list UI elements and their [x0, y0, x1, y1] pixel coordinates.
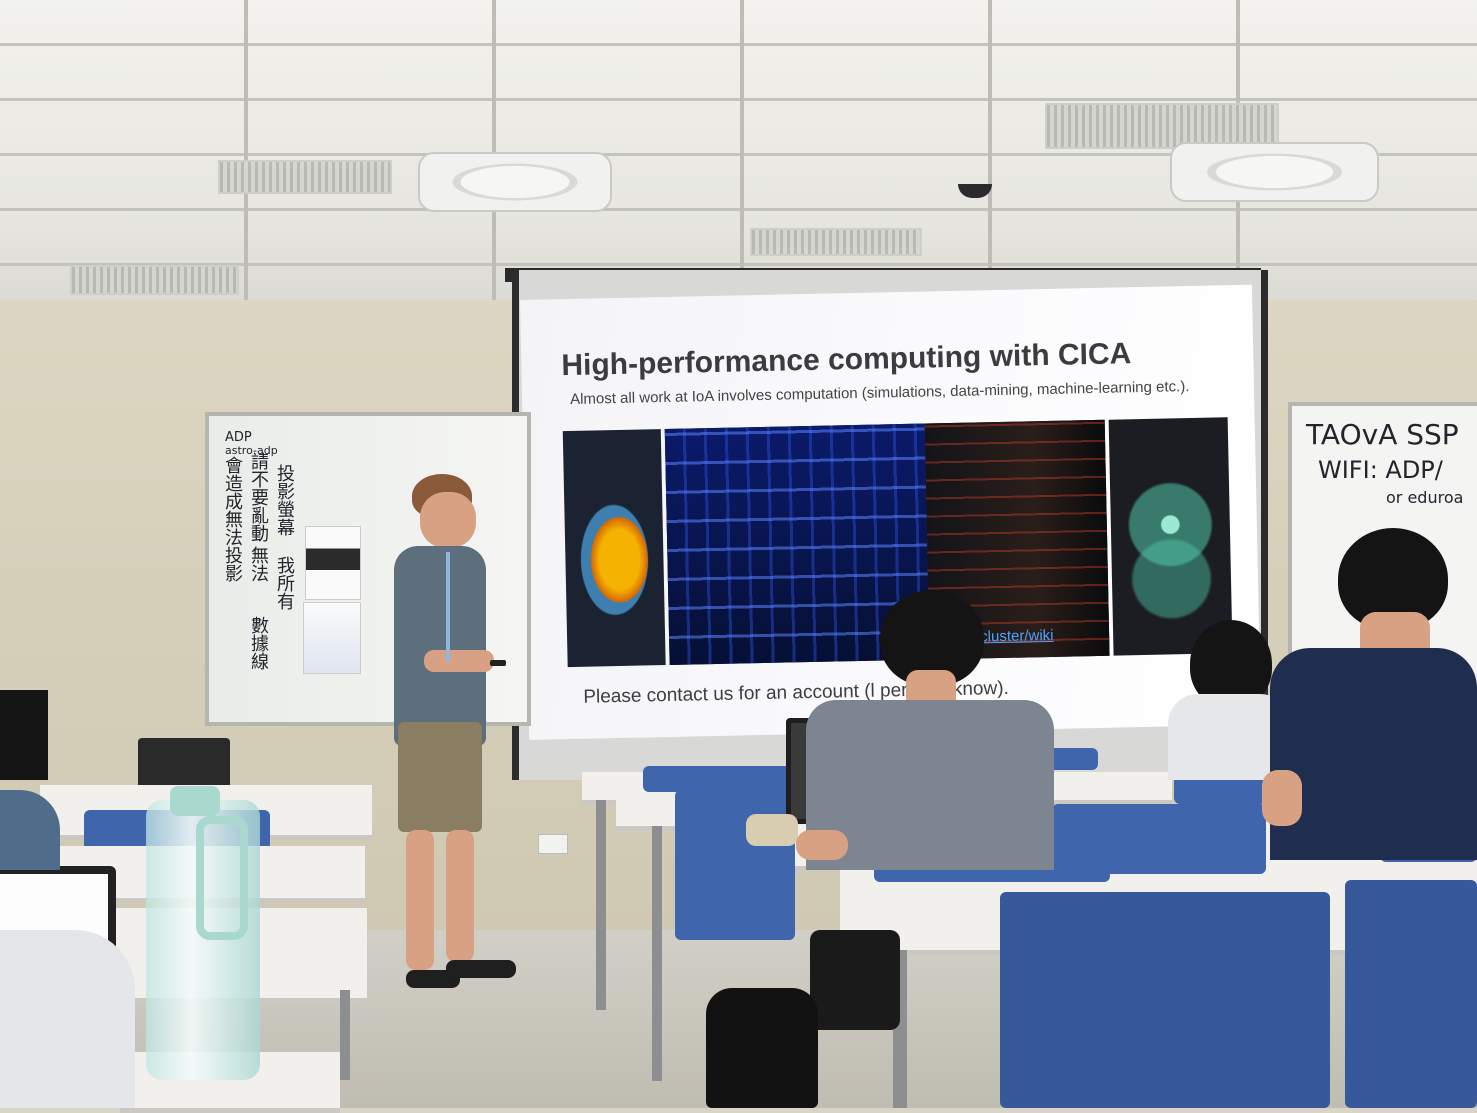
galaxy-visualization-image	[1108, 417, 1233, 656]
student-arm	[0, 930, 135, 1108]
ceiling-ac-unit	[1170, 142, 1379, 202]
ceiling-ac-unit	[418, 152, 612, 212]
chair	[1345, 880, 1477, 1108]
student-shoulder	[0, 790, 60, 870]
student-shirt-white	[1168, 694, 1290, 780]
presenter-leg	[446, 830, 474, 962]
posted-paper	[305, 526, 361, 600]
whiteboard-note: 無法	[248, 546, 269, 582]
whiteboard-label: ADP	[225, 430, 252, 445]
desk-leg	[596, 800, 606, 1010]
presenter-head	[420, 492, 476, 548]
clicker-remote	[490, 660, 506, 666]
bottle-cap	[170, 786, 220, 816]
whiteboard-line: WIFI: ADP/	[1318, 456, 1443, 484]
ceiling-camera	[958, 184, 992, 198]
chair	[1048, 748, 1098, 770]
presenter-lanyard	[446, 552, 450, 662]
whiteboard-label: astro-adp	[225, 444, 278, 457]
laptop	[138, 738, 230, 790]
sandal	[446, 960, 516, 978]
bottle-handle	[196, 816, 248, 940]
student-arm	[796, 830, 848, 860]
whiteboard-note: 數據線	[248, 616, 269, 670]
simulation-image	[562, 429, 666, 668]
chair	[643, 766, 793, 792]
posted-paper	[303, 602, 361, 674]
pencil-case	[746, 814, 798, 846]
whiteboard-note: 會造成無法投影	[222, 456, 243, 582]
whiteboard-note: 我所有	[274, 556, 295, 610]
presenter-arm	[424, 650, 494, 672]
whiteboard-line: or eduroa	[1386, 488, 1464, 507]
student-shirt-navy	[1270, 648, 1477, 860]
chair	[1000, 892, 1330, 1108]
desk-leg	[340, 990, 350, 1080]
ceiling-vent	[70, 265, 239, 295]
backpack	[706, 988, 818, 1108]
presentation-slide: High-performance computing with CICA Alm…	[520, 284, 1262, 740]
presenter-shirt	[394, 546, 486, 746]
chair	[1174, 776, 1266, 804]
slide-subtitle: Almost all work at IoA involves computat…	[569, 378, 1190, 408]
monitor	[0, 690, 48, 780]
desk-leg	[652, 826, 662, 1081]
student-legs	[810, 930, 900, 1030]
ceiling-vent	[218, 160, 392, 194]
whiteboard-note: 投影螢幕	[274, 464, 295, 536]
chair	[675, 790, 795, 940]
ceiling-vent	[750, 228, 922, 256]
whiteboard-note: 請不要亂動	[248, 452, 269, 542]
presenter-shorts	[398, 722, 482, 832]
slide-title: High-performance computing with CICA	[561, 337, 1132, 383]
wall-outlet	[538, 834, 568, 854]
presenter	[380, 470, 530, 1020]
student-hair	[1190, 620, 1272, 708]
presenter-leg	[406, 830, 434, 970]
student-arm	[1262, 770, 1302, 826]
whiteboard-line: TAOvA SSP	[1306, 418, 1459, 451]
ceiling-vent	[1045, 103, 1279, 149]
